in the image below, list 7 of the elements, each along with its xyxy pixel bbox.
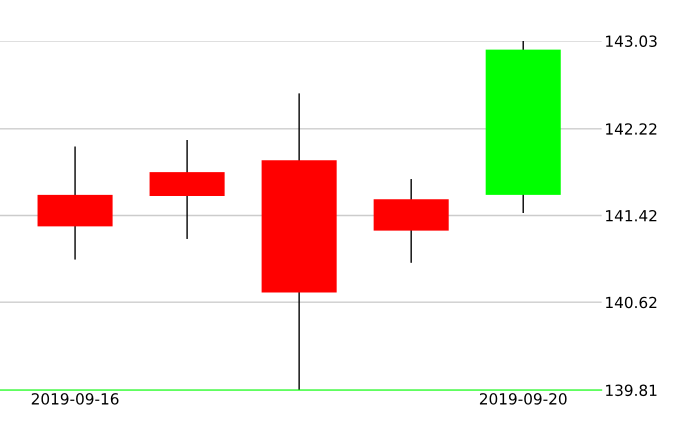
x-tick-label: 2019-09-20 [480,393,567,405]
x-tick-label: 2019-09-16 [32,393,118,405]
y-tick-label: 143.03 [606,35,657,47]
y-tick-label: 141.42 [606,210,656,222]
y-tick-label: 142.22 [606,123,656,135]
y-tick-label: 139.81 [606,384,656,396]
y-tick-label: 140.62 [606,296,656,308]
